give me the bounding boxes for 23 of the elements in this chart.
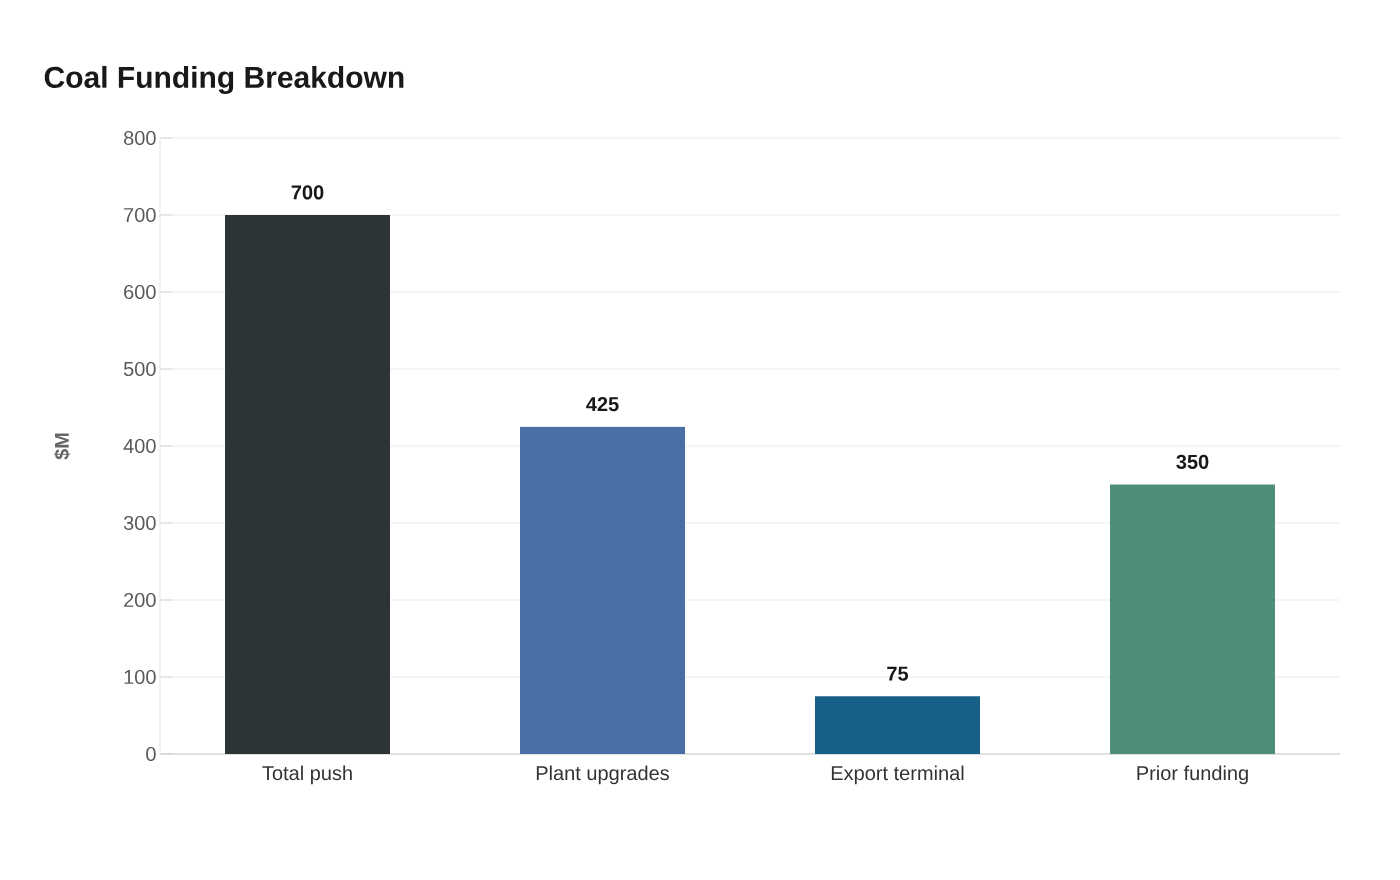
x-tick-label: Export terminal <box>831 765 964 785</box>
data-label: 700 <box>291 185 324 200</box>
y-tick-label: 400 <box>123 438 156 454</box>
bar <box>225 215 391 754</box>
data-label: 425 <box>586 397 619 412</box>
chart-title: Coal Funding Breakdown <box>44 65 404 95</box>
y-tick-label: 700 <box>124 207 156 223</box>
data-label: 350 <box>1176 454 1209 469</box>
y-tick-label: 800 <box>123 130 156 146</box>
bar <box>815 696 980 754</box>
y-axis-title: $M <box>53 433 71 460</box>
x-tick-label: Prior funding <box>1137 765 1248 785</box>
bar <box>520 426 685 754</box>
y-tick-label: 600 <box>124 284 156 300</box>
y-tick-label: 300 <box>123 515 156 531</box>
x-tick-label: Plant upgrades <box>536 765 669 785</box>
y-tick-label: 200 <box>124 592 156 608</box>
y-tick-label: 100 <box>124 669 156 685</box>
x-tick-label: Total push <box>262 765 352 785</box>
data-label: 75 <box>887 666 909 681</box>
bar <box>1110 484 1275 754</box>
y-tick-label: 500 <box>123 361 156 377</box>
y-tick-label: 0 <box>146 746 156 762</box>
